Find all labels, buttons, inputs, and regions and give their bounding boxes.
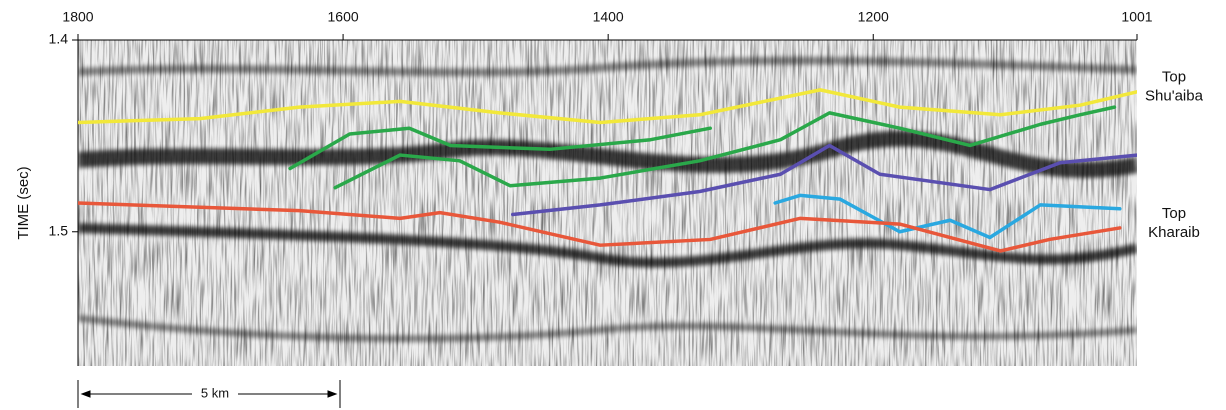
horizon-line bbox=[78, 88, 1137, 125]
y-tick-label: 1.5 bbox=[49, 222, 69, 238]
horizon-label: Top bbox=[1162, 69, 1186, 86]
scale-bar bbox=[77, 380, 341, 408]
horizon-label: Kharaib bbox=[1148, 224, 1200, 241]
y-axis-label: TIME (sec) bbox=[15, 166, 32, 239]
horizon-line bbox=[773, 193, 1122, 240]
x-tick-label: 1001 bbox=[1121, 9, 1152, 25]
y-tick-label: 1.4 bbox=[49, 31, 69, 47]
horizon-line bbox=[288, 126, 712, 171]
horizon-label: Shu'aiba bbox=[1145, 88, 1204, 105]
horizon-label: Top bbox=[1162, 205, 1186, 222]
scale-bar-label: 5 km bbox=[201, 385, 229, 400]
x-tick-label: 1600 bbox=[328, 9, 359, 25]
horizon-line bbox=[78, 201, 1122, 253]
horizon-line bbox=[333, 105, 1117, 190]
horizons bbox=[78, 88, 1137, 253]
x-tick-label: 1800 bbox=[62, 9, 93, 25]
horizon-line bbox=[510, 143, 1137, 217]
x-tick-label: 1200 bbox=[858, 9, 889, 25]
x-tick-label: 1400 bbox=[593, 9, 624, 25]
